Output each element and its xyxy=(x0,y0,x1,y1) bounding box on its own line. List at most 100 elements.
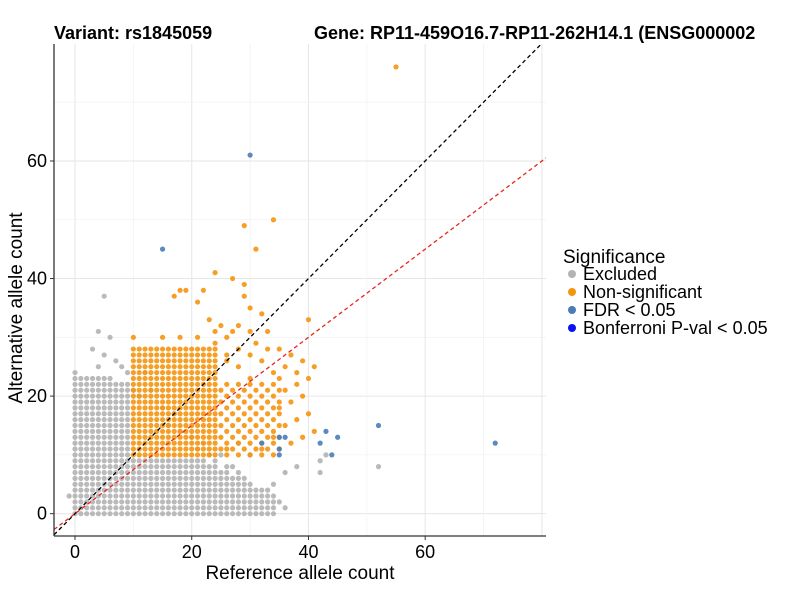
point-non-significant xyxy=(259,428,265,434)
point-non-significant xyxy=(300,393,306,399)
point-non-significant xyxy=(253,434,259,440)
point-excluded xyxy=(183,469,189,476)
point-excluded xyxy=(259,499,265,505)
point-non-significant xyxy=(165,411,171,417)
point-non-significant xyxy=(212,411,218,417)
point-excluded xyxy=(107,387,113,393)
point-excluded xyxy=(212,505,218,511)
point-non-significant xyxy=(241,281,247,288)
point-excluded xyxy=(259,511,265,517)
point-excluded xyxy=(89,405,96,411)
point-non-significant xyxy=(218,387,224,393)
point-excluded xyxy=(107,405,113,411)
point-fdr xyxy=(276,452,282,458)
point-excluded xyxy=(200,505,207,511)
point-excluded xyxy=(101,458,107,464)
point-non-significant xyxy=(206,387,212,393)
point-excluded xyxy=(89,487,96,493)
point-excluded xyxy=(165,505,171,511)
point-non-significant xyxy=(294,417,300,423)
point-excluded xyxy=(183,511,189,517)
point-excluded xyxy=(107,493,113,499)
point-excluded xyxy=(119,452,125,458)
point-excluded xyxy=(229,493,236,499)
point-excluded xyxy=(165,458,171,464)
point-non-significant xyxy=(270,381,277,387)
point-non-significant xyxy=(159,411,166,417)
point-non-significant xyxy=(159,364,166,370)
point-excluded xyxy=(130,458,136,464)
point-non-significant xyxy=(224,334,230,340)
point-non-significant xyxy=(247,405,253,411)
point-excluded xyxy=(95,422,101,429)
point-non-significant xyxy=(183,434,189,440)
point-non-significant xyxy=(148,428,154,434)
point-excluded xyxy=(78,428,84,434)
point-excluded xyxy=(130,511,136,517)
legend: Significance ExcludedNon-significantFDR … xyxy=(563,247,768,338)
point-non-significant xyxy=(194,452,201,458)
point-non-significant xyxy=(206,399,212,405)
point-non-significant xyxy=(206,369,212,376)
point-non-significant xyxy=(130,375,136,382)
point-non-significant xyxy=(200,399,207,405)
point-non-significant xyxy=(165,346,171,352)
point-non-significant xyxy=(159,405,166,411)
point-excluded xyxy=(84,434,90,440)
point-excluded xyxy=(95,328,101,335)
point-excluded xyxy=(177,499,183,505)
point-non-significant xyxy=(200,422,207,429)
point-non-significant xyxy=(265,411,271,417)
point-excluded xyxy=(235,493,242,499)
point-excluded xyxy=(154,464,160,470)
point-excluded xyxy=(84,493,90,499)
point-excluded xyxy=(84,469,90,476)
point-excluded xyxy=(95,440,101,446)
point-excluded xyxy=(224,464,230,470)
point-excluded xyxy=(270,505,277,511)
point-excluded xyxy=(72,493,78,499)
point-excluded xyxy=(142,475,148,481)
point-non-significant xyxy=(189,369,195,376)
point-excluded xyxy=(206,487,212,493)
point-excluded xyxy=(95,405,101,411)
point-excluded xyxy=(200,511,207,517)
point-excluded xyxy=(113,399,119,405)
point-excluded xyxy=(212,464,218,470)
point-excluded xyxy=(89,381,96,387)
point-excluded xyxy=(142,505,148,511)
point-non-significant xyxy=(159,334,166,340)
point-excluded xyxy=(101,387,107,393)
point-excluded xyxy=(241,511,247,517)
point-excluded xyxy=(72,393,78,399)
point-non-significant xyxy=(183,411,189,417)
point-non-significant xyxy=(206,393,212,399)
point-non-significant xyxy=(130,417,136,423)
point-non-significant xyxy=(177,381,183,387)
point-excluded xyxy=(101,393,107,399)
point-non-significant xyxy=(136,411,142,417)
point-excluded xyxy=(229,487,236,493)
point-excluded xyxy=(119,399,125,405)
point-excluded xyxy=(95,393,101,399)
point-non-significant xyxy=(171,428,177,434)
point-non-significant xyxy=(183,346,189,352)
point-excluded xyxy=(124,399,131,405)
point-excluded xyxy=(194,493,201,499)
point-non-significant xyxy=(165,405,171,411)
point-non-significant xyxy=(247,328,253,335)
point-excluded xyxy=(124,499,131,505)
point-excluded xyxy=(78,493,84,499)
point-excluded xyxy=(235,487,242,493)
point-non-significant xyxy=(177,399,183,405)
point-excluded xyxy=(113,493,119,499)
point-non-significant xyxy=(247,305,253,311)
legend-label: FDR < 0.05 xyxy=(583,300,676,320)
point-non-significant xyxy=(253,411,259,417)
point-non-significant xyxy=(212,340,218,346)
point-excluded xyxy=(95,446,101,452)
point-excluded xyxy=(270,511,277,517)
point-non-significant xyxy=(159,387,166,393)
point-excluded xyxy=(282,469,288,476)
point-excluded xyxy=(72,458,78,464)
